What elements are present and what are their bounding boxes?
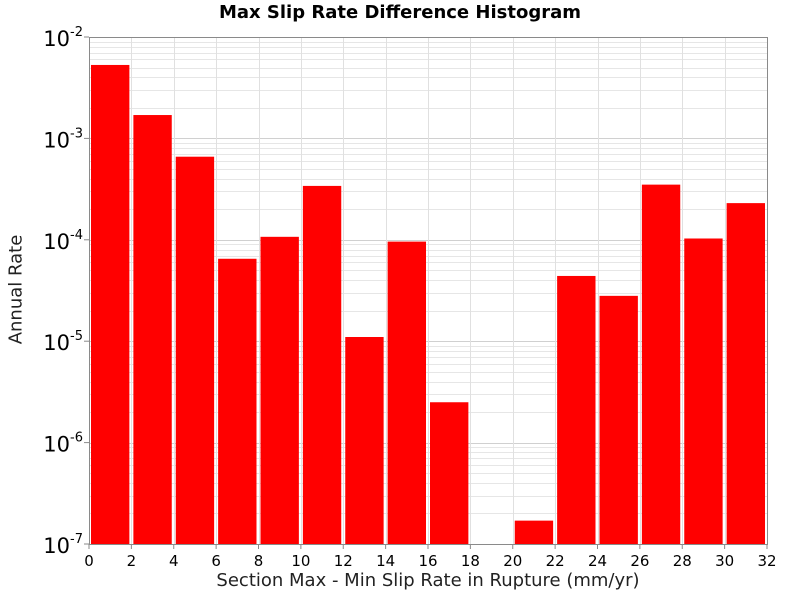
histogram-bar [175, 156, 215, 544]
x-tick-label: 10 [291, 552, 310, 570]
x-tick-label: 30 [715, 552, 734, 570]
histogram-bar [260, 236, 299, 544]
histogram-bar [218, 258, 257, 544]
y-tick-label: 10-2 [43, 25, 83, 51]
chart-title: Max Slip Rate Difference Histogram [218, 2, 581, 23]
x-tick-label: 20 [503, 552, 522, 570]
y-ticks: 10-2 10-3 10-4 10-5 10-6 10-7 [43, 25, 89, 558]
histogram-bar [430, 402, 469, 544]
x-tick-label: 12 [334, 552, 353, 570]
histogram-bar [133, 115, 172, 545]
x-tick-label: 4 [169, 552, 179, 570]
histogram-bar [514, 520, 554, 544]
x-axis-label: Section Max - Min Slip Rate in Rupture (… [216, 570, 640, 591]
x-tick-label: 2 [127, 552, 137, 570]
x-tick-label: 8 [254, 552, 264, 570]
histogram-bar [557, 275, 596, 544]
x-tick-label: 6 [211, 552, 221, 570]
y-tick-label: 10-3 [43, 126, 83, 152]
y-tick-label: 10-5 [43, 329, 83, 355]
bars-group [91, 64, 765, 545]
histogram-bar [91, 64, 130, 544]
x-ticks: 0 2 4 6 8 10 12 14 16 18 20 22 24 26 28 30 32 [84, 544, 777, 570]
histogram-bar [345, 337, 384, 544]
y-tick-label: 10-4 [43, 228, 83, 254]
histogram-bar [302, 185, 342, 545]
x-tick-label: 26 [630, 552, 649, 570]
x-tick-label: 28 [673, 552, 692, 570]
y-tick-label: 10-6 [43, 431, 83, 457]
histogram-bar [641, 184, 681, 544]
x-tick-label: 16 [418, 552, 437, 570]
x-tick-label: 24 [588, 552, 607, 570]
x-tick-label: 14 [376, 552, 395, 570]
y-tick-label: 10-7 [43, 532, 83, 558]
histogram-bar [726, 203, 765, 545]
histogram-bar [387, 241, 426, 544]
x-tick-label: 0 [84, 552, 94, 570]
x-tick-label: 32 [757, 552, 776, 570]
histogram-bar [684, 238, 723, 545]
histogram-bar [599, 295, 638, 544]
x-tick-label: 22 [546, 552, 565, 570]
x-tick-label: 18 [461, 552, 480, 570]
